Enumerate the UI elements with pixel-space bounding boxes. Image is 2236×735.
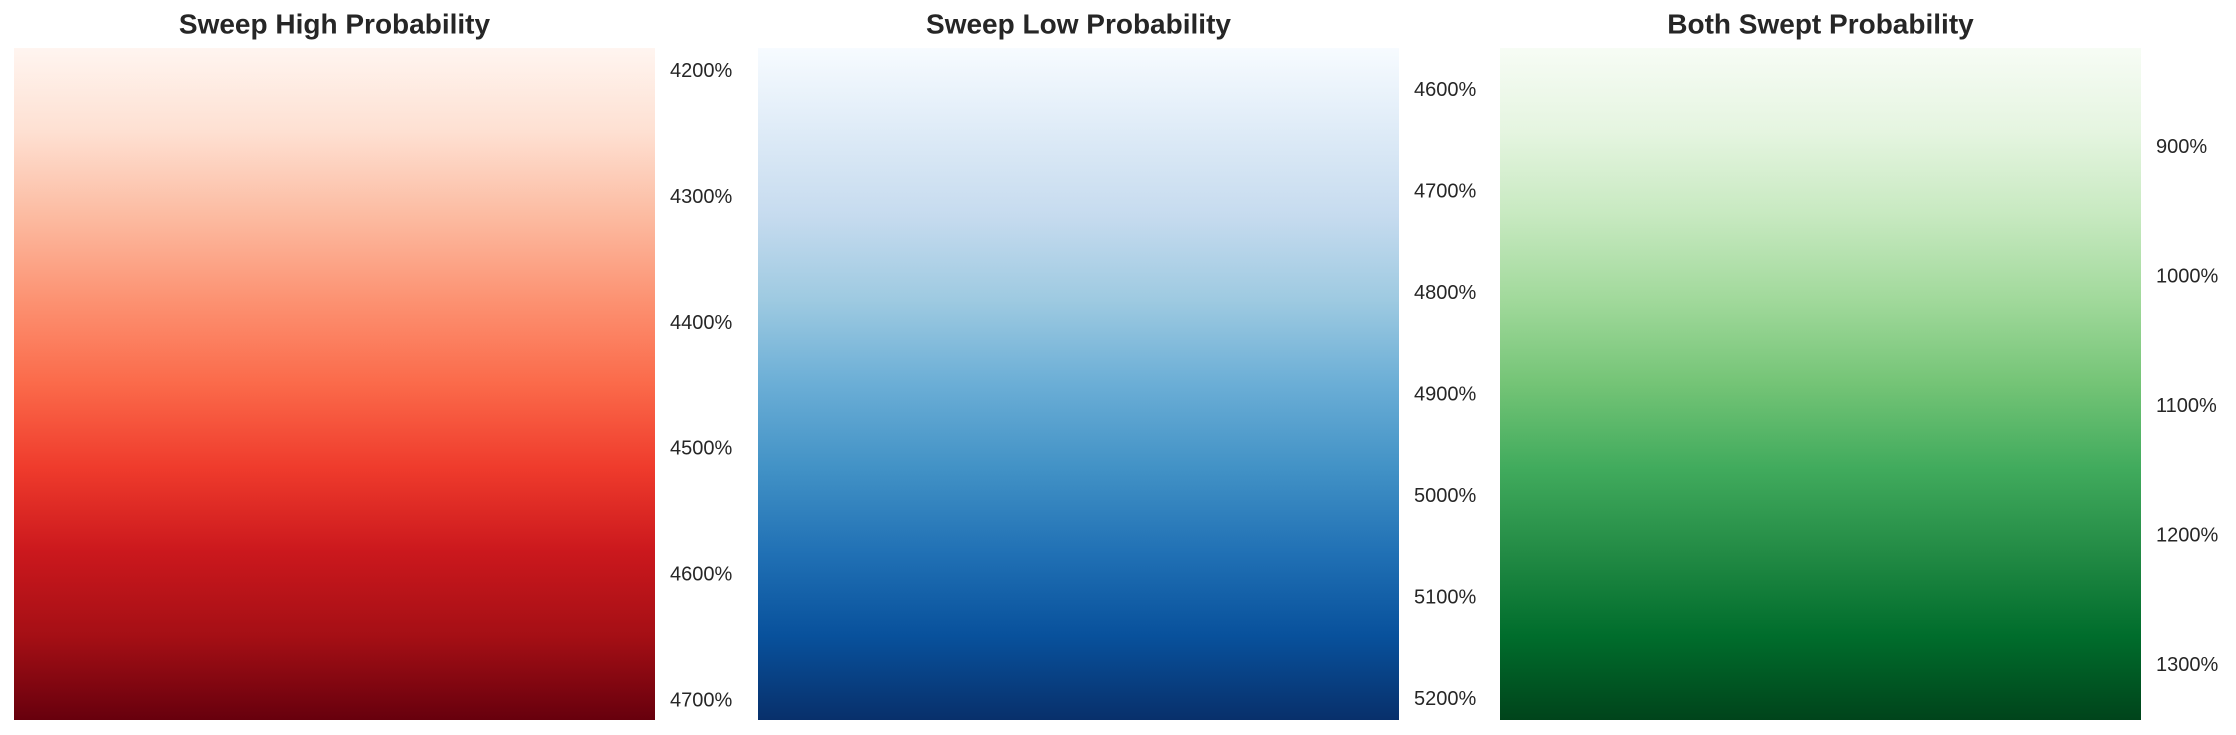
color-gradient — [758, 48, 1399, 720]
y-tick-label: 4600% — [1414, 79, 1476, 101]
y-tick-label: 4700% — [1414, 180, 1476, 202]
y-tick-label: 4400% — [670, 312, 732, 334]
y-tick-label: 1300% — [2156, 654, 2218, 676]
chart-title: Sweep High Probability — [179, 8, 491, 39]
y-tick-label: 1100% — [2156, 395, 2217, 417]
y-tick-label: 900% — [2156, 136, 2207, 158]
chart-title: Sweep Low Probability — [926, 8, 1231, 39]
y-tick-label: 5200% — [1414, 688, 1476, 710]
color-gradient — [14, 48, 655, 720]
y-tick-label: 4500% — [670, 438, 732, 460]
y-tick-label: 4200% — [670, 60, 732, 82]
y-tick-label: 4600% — [670, 564, 732, 586]
chart-title: Both Swept Probability — [1667, 8, 1974, 39]
y-tick-label: 4700% — [670, 689, 732, 711]
y-tick-label: 4800% — [1414, 282, 1476, 304]
y-tick-label: 1200% — [2156, 524, 2218, 546]
y-tick-label: 5100% — [1414, 586, 1476, 608]
y-tick-label: 4300% — [670, 186, 732, 208]
color-gradient — [1500, 48, 2141, 720]
y-tick-label: 1000% — [2156, 265, 2218, 287]
y-tick-label: 5000% — [1414, 485, 1476, 507]
y-tick-label: 4900% — [1414, 383, 1476, 405]
